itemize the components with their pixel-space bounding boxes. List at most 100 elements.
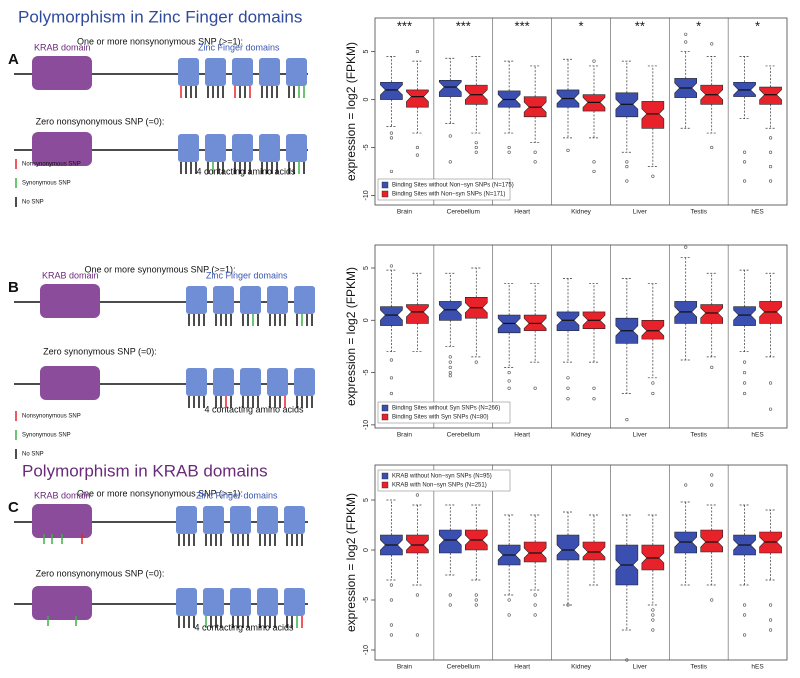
outlier — [566, 603, 570, 607]
whisker — [589, 560, 599, 586]
outlier — [742, 179, 747, 183]
outlier — [415, 153, 420, 157]
whisker — [445, 57, 456, 81]
outlier — [710, 598, 714, 602]
whisker — [412, 60, 423, 90]
whisker — [680, 51, 691, 79]
x-tick-label: Kidney — [571, 209, 592, 216]
whisker — [504, 283, 515, 316]
whisker — [647, 65, 658, 102]
whisker — [563, 511, 573, 535]
outlier — [474, 593, 478, 597]
x-tick-label: Cerebellum — [447, 432, 480, 439]
legend-swatch — [381, 472, 389, 480]
zinc-finger — [178, 58, 199, 86]
outlier — [651, 391, 655, 396]
outlier — [768, 381, 773, 385]
x-tick-label: Testis — [690, 664, 707, 671]
zinc-finger — [286, 58, 307, 86]
zinc-finger — [230, 506, 251, 534]
whisker — [386, 269, 397, 307]
legend-label: Binding Sites with Non−syn SNPs (N=171) — [392, 192, 505, 198]
outlier — [651, 618, 655, 622]
x-tick-label: Cerebellum — [447, 209, 480, 216]
zinc-finger — [205, 134, 226, 162]
whisker — [706, 504, 717, 530]
x-tick-label: Testis — [690, 209, 707, 216]
box — [641, 319, 665, 340]
whisker — [680, 501, 691, 532]
y-tick-label: 0 — [363, 97, 370, 101]
whisker — [765, 104, 776, 129]
whisker — [706, 272, 717, 305]
outlier — [651, 608, 655, 612]
outlier — [389, 391, 394, 396]
whisker — [563, 560, 573, 606]
whisker — [386, 499, 397, 535]
zinc-finger — [213, 368, 234, 396]
x-tick-label: hES — [751, 432, 764, 439]
whisker — [471, 504, 482, 530]
outlier — [592, 397, 596, 401]
outlier — [533, 593, 537, 597]
zinc-finger — [232, 134, 253, 162]
whisker — [739, 555, 750, 586]
whisker — [621, 60, 632, 93]
whisker — [386, 56, 397, 83]
whisker — [739, 269, 750, 307]
row-label: Zero synonymous SNP (=0): — [43, 346, 157, 356]
outlier — [742, 150, 747, 154]
outlier — [566, 148, 570, 152]
zinc-finger — [284, 506, 305, 534]
outlier — [684, 245, 688, 249]
outlier — [768, 618, 773, 622]
significance: *** — [397, 18, 412, 33]
outlier — [742, 381, 747, 385]
significance: *** — [515, 18, 530, 33]
zinc-finger — [286, 134, 307, 162]
domain-label: KRAB domain — [42, 270, 99, 280]
row-label: One or more synonymous SNP (>=1): — [85, 264, 236, 274]
whisker — [471, 318, 482, 358]
contacts-label: 4 contacting amino acids — [194, 622, 294, 632]
outlier — [415, 49, 420, 54]
significance: ** — [635, 18, 645, 33]
y-tick-label: 5 — [363, 266, 370, 270]
whisker — [445, 553, 456, 576]
whisker — [445, 504, 456, 530]
section-title: Polymorphism in KRAB domains — [22, 461, 268, 480]
zinc-finger — [230, 588, 251, 616]
whisker — [530, 116, 541, 144]
outlier — [625, 658, 629, 662]
whisker — [504, 565, 515, 596]
zinc-finger — [240, 368, 261, 396]
x-tick-label: Heart — [514, 664, 530, 671]
row-label: One or more nonsynonymous SNP (>=1): — [77, 36, 243, 46]
domain-label: Zinc Finger domains — [196, 490, 278, 500]
whisker — [765, 509, 776, 532]
whisker — [412, 504, 423, 535]
box — [556, 311, 580, 332]
zinc-finger — [259, 134, 280, 162]
whisker — [504, 332, 515, 368]
y-axis-label: expression = log2 (FPKM) — [344, 493, 358, 632]
outlier — [710, 145, 714, 150]
whisker — [647, 570, 658, 606]
whisker — [471, 56, 482, 86]
krab-domain — [32, 56, 92, 90]
outlier — [768, 628, 773, 632]
outlier — [742, 360, 747, 364]
y-tick-label: -5 — [363, 597, 370, 603]
x-tick-label: Testis — [690, 432, 707, 439]
row-label: One or more nonsynonymous SNP (>=1): — [77, 488, 243, 498]
outlier — [389, 583, 394, 587]
y-tick-label: -10 — [363, 645, 370, 655]
outlier — [474, 145, 478, 150]
contacts-label: 4 contacting amino acids — [196, 166, 296, 176]
outlier — [592, 160, 596, 164]
outlier — [507, 598, 511, 602]
outlier — [474, 360, 478, 364]
domain-label: KRAB domain — [34, 42, 91, 52]
legend-swatch — [381, 481, 389, 489]
outlier — [507, 150, 511, 154]
